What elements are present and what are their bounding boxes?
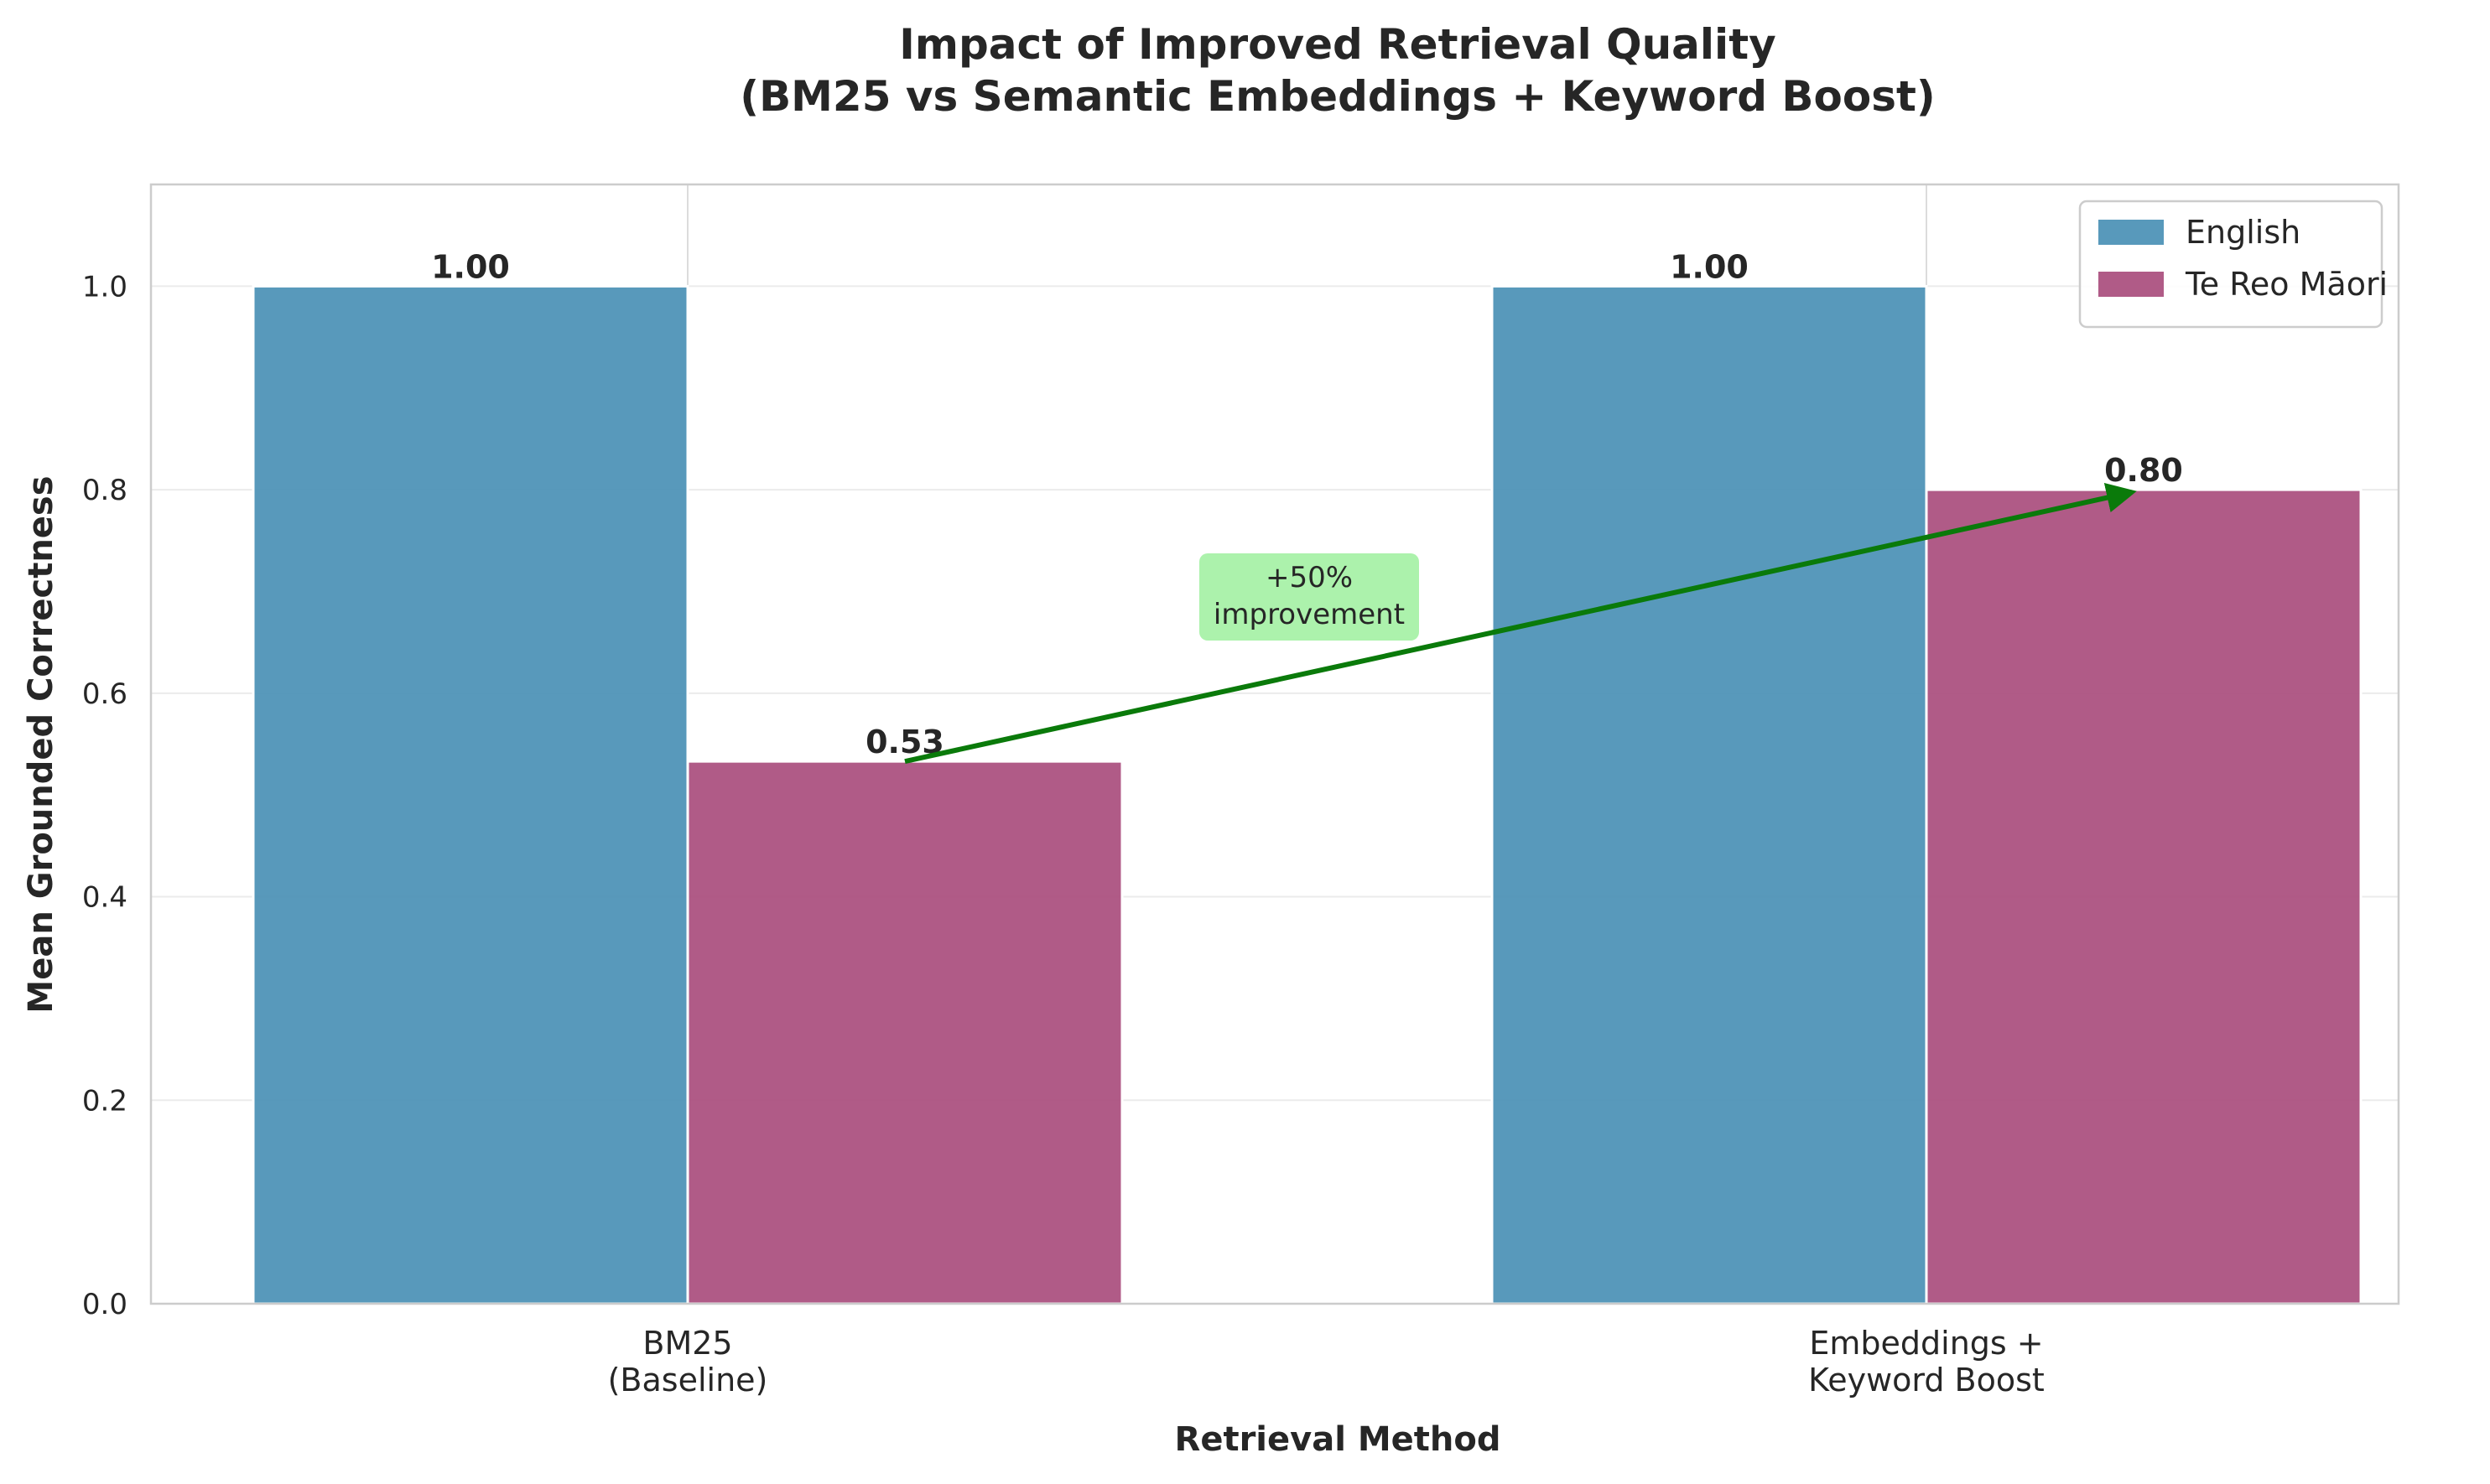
y-tick-label: 1.0 bbox=[82, 270, 127, 304]
x-tick-label: (Baseline) bbox=[608, 1362, 768, 1398]
bar-te-reo-maori bbox=[686, 760, 1124, 1305]
legend-label: English bbox=[2186, 214, 2300, 251]
bar-english bbox=[1490, 284, 1928, 1305]
x-tick-label: Keyword Boost bbox=[1808, 1362, 2045, 1398]
y-tick-label: 0.2 bbox=[82, 1084, 127, 1118]
bar-value-label: 1.00 bbox=[431, 248, 510, 285]
x-tick-label: Embeddings + bbox=[1809, 1325, 2043, 1362]
bar-value-label: 1.00 bbox=[1670, 248, 1749, 285]
x-axis-label: Retrieval Method bbox=[1175, 1420, 1501, 1459]
chart-title-line: Impact of Improved Retrieval Quality bbox=[899, 20, 1775, 69]
bar-value-label: 0.80 bbox=[2104, 452, 2183, 489]
bar-te-reo-maori bbox=[1925, 488, 2363, 1305]
y-tick-label: 0.8 bbox=[82, 474, 127, 507]
annotation-box bbox=[1199, 553, 1419, 641]
annotation-text: improvement bbox=[1214, 598, 1405, 631]
improvement-arrow bbox=[904, 482, 2137, 765]
annotation-text: +50% bbox=[1266, 561, 1353, 594]
y-axis-label: Mean Grounded Correctness bbox=[22, 475, 60, 1013]
y-tick-label: 0.0 bbox=[82, 1288, 127, 1321]
legend-swatch bbox=[2098, 272, 2164, 297]
x-tick-label: BM25 bbox=[642, 1325, 732, 1362]
chart-title-line: (BM25 vs Semantic Embeddings + Keyword B… bbox=[740, 72, 1936, 121]
legend-label: Te Reo Māori bbox=[2185, 266, 2388, 303]
legend-swatch bbox=[2098, 220, 2164, 245]
bar-english bbox=[252, 284, 689, 1305]
y-tick-label: 0.6 bbox=[82, 677, 127, 711]
y-tick-label: 0.4 bbox=[82, 881, 127, 915]
plot-frame bbox=[149, 183, 2400, 1305]
